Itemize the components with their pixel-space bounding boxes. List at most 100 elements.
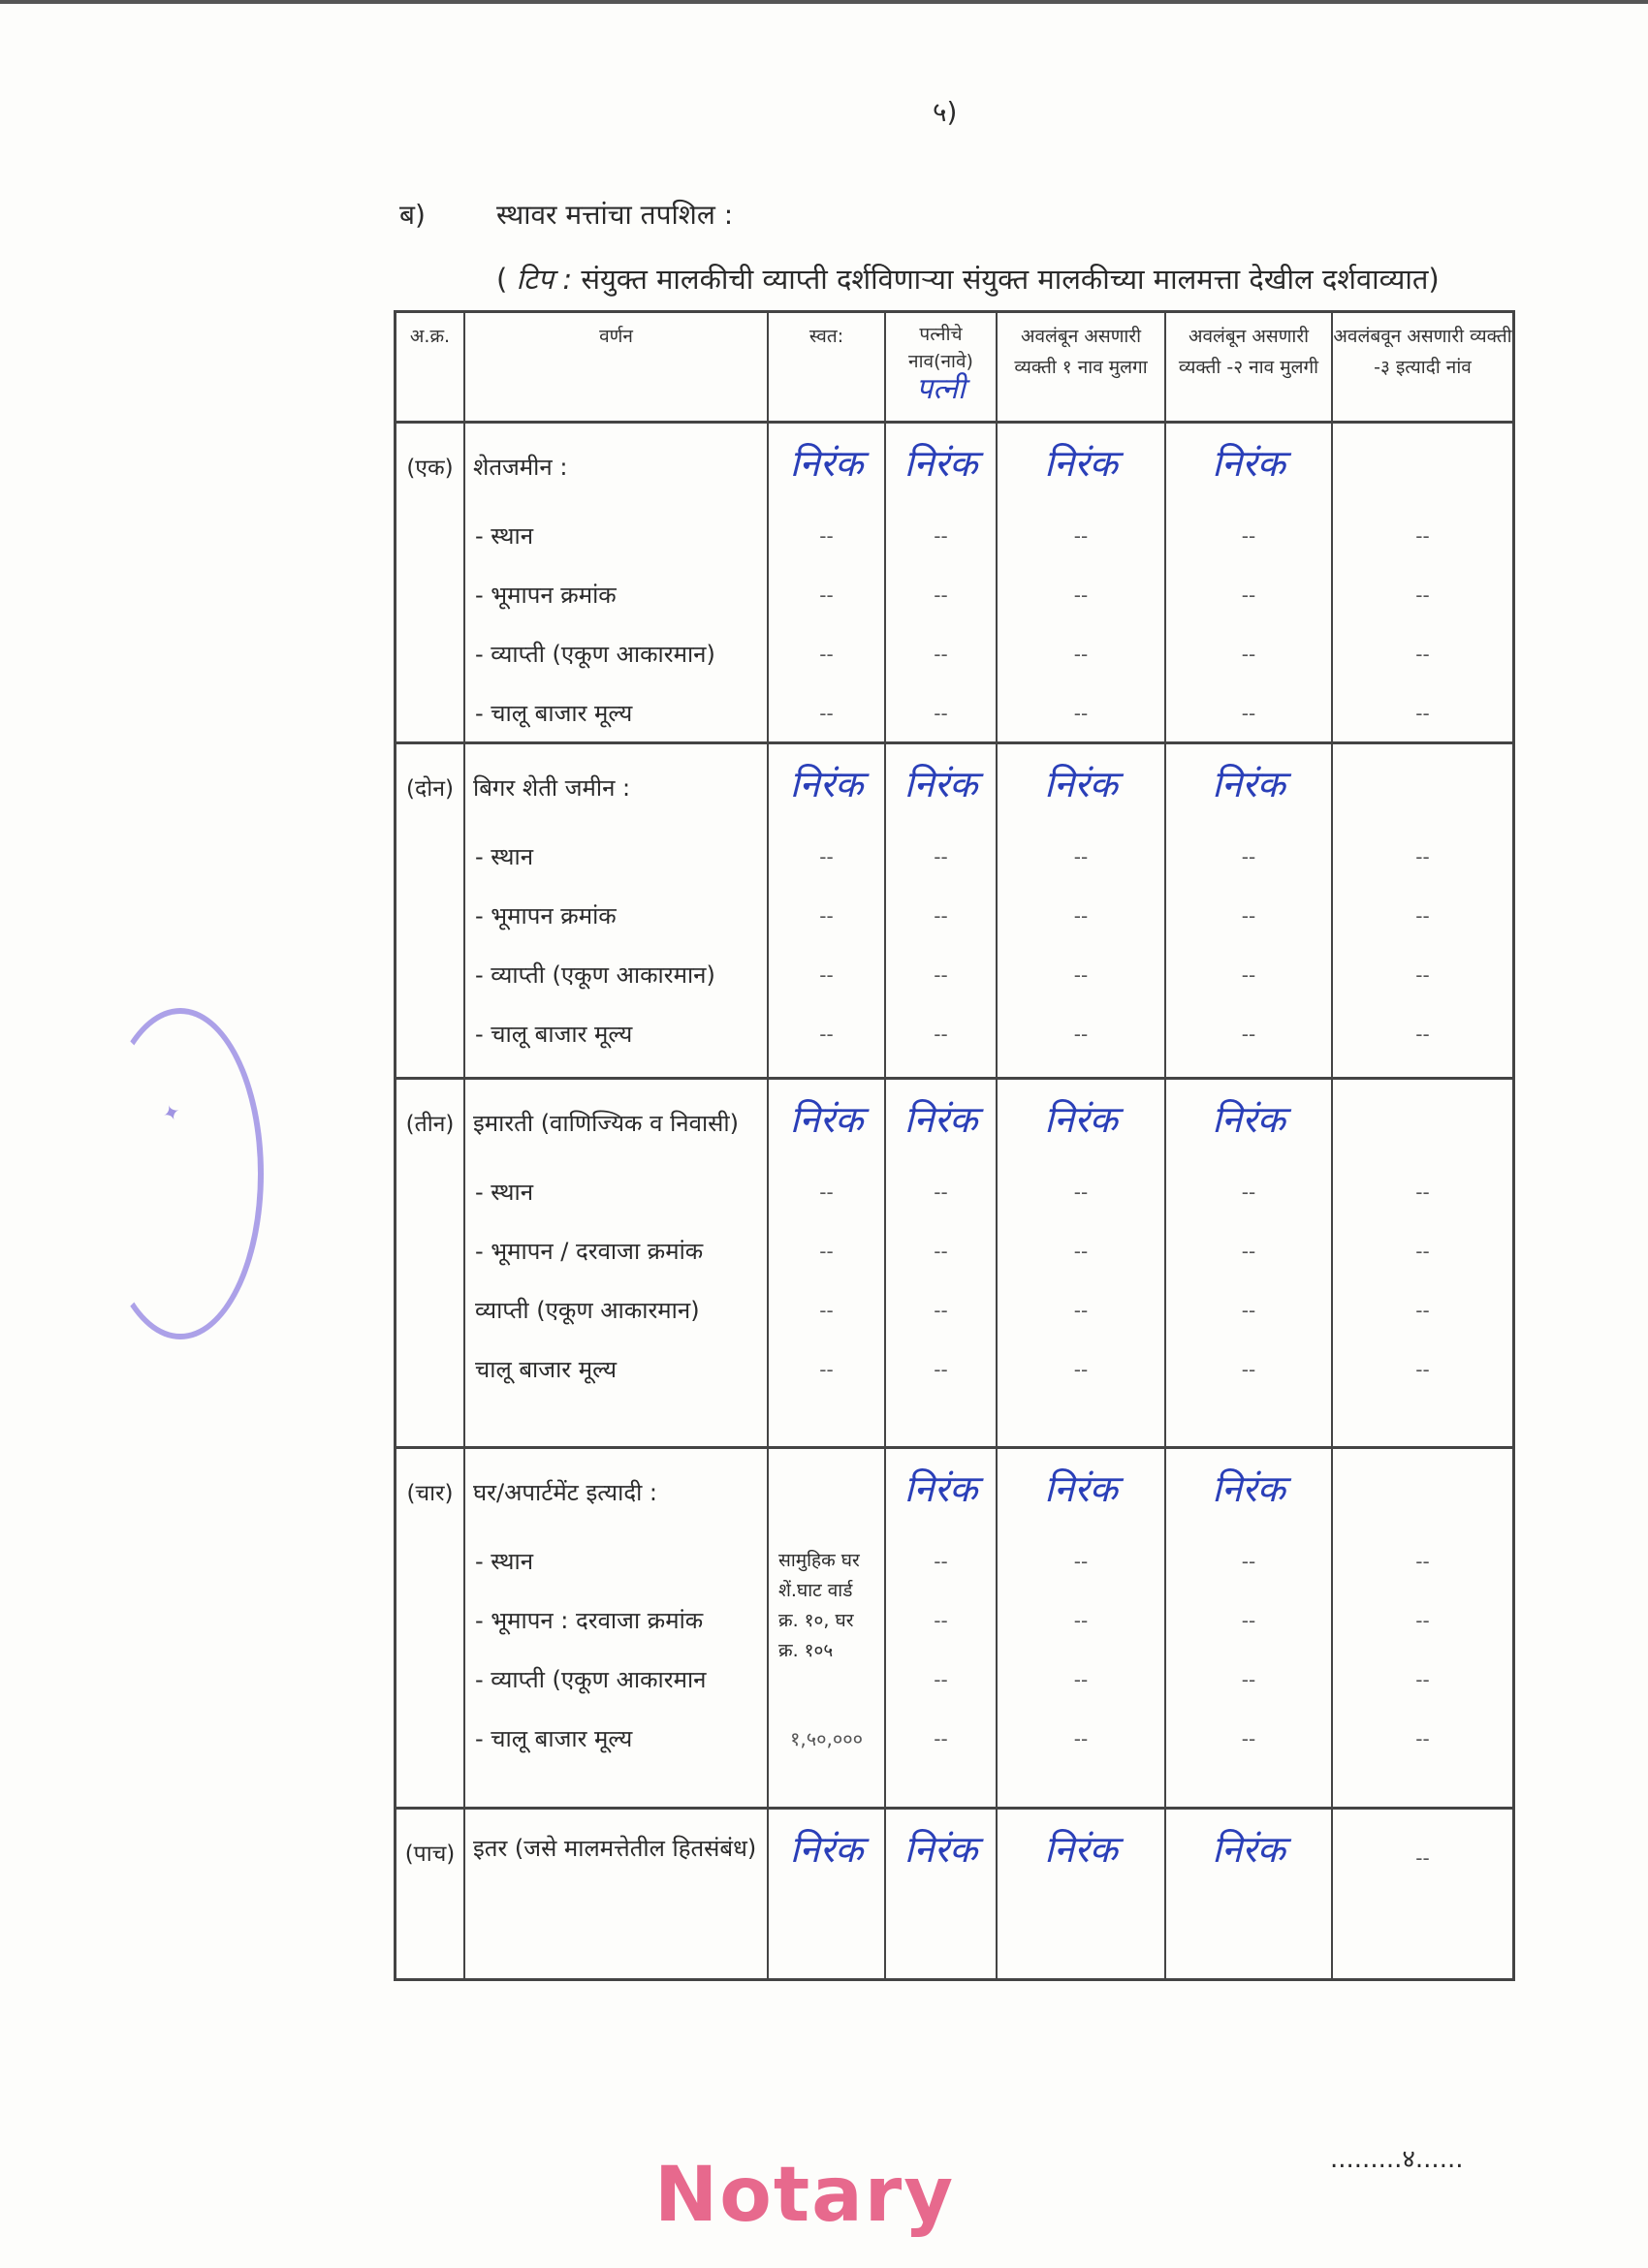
description-cell: बिगर शेती जमीन : - स्थान - भूमापन क्रमांक -… xyxy=(465,744,769,1077)
value-column-cell: निरंक xyxy=(1166,1810,1333,1978)
item-label: - स्थान xyxy=(475,843,534,870)
handwritten-nil-entry: निरंक xyxy=(1044,763,1118,805)
value-cell: -- xyxy=(1241,583,1256,607)
value-column-cell: निरंक xyxy=(886,1810,998,1978)
value-cell: -- xyxy=(1415,1023,1430,1046)
notary-stamp: Notary xyxy=(654,2152,956,2239)
serial-cell: (एक) xyxy=(396,424,465,741)
tip-note: ( टिप : संयुक्त मालकीची व्याप्ती दर्शविण… xyxy=(496,260,1440,298)
value-cell: -- xyxy=(1241,1181,1256,1204)
value-cell: -- xyxy=(1415,1358,1430,1381)
value-column-cell: निरंक xyxy=(769,1810,886,1978)
value-cell: -- xyxy=(1241,643,1256,666)
table-header: अ.क्र. वर्णन स्वत: पत्नीचे नाव(नावे) पत्न… xyxy=(396,313,1512,424)
handwritten-nil-entry: निरंक xyxy=(1212,763,1285,805)
value-cell: -- xyxy=(1241,1358,1256,1381)
value-cell: -- xyxy=(1073,1181,1089,1204)
value-column-cell: निरंक -- -- -- -- xyxy=(1166,744,1333,1077)
value-column-cell: निरंक -- -- -- -- xyxy=(769,424,886,741)
value-cell: -- xyxy=(1241,1609,1256,1632)
page-number: ५) xyxy=(933,96,958,128)
description-cell: घर/अपार्टमेंट इत्यादी : - स्थान - भूमापन :… xyxy=(465,1449,769,1807)
handwritten-nil-entry xyxy=(1333,744,1512,828)
value-cell: -- xyxy=(819,845,834,868)
value-cell: -- xyxy=(819,643,834,666)
value-column-cell: निरंक -- -- -- -- xyxy=(998,1449,1166,1807)
section-heading: घर/अपार्टमेंट इत्यादी : xyxy=(473,1479,657,1506)
item-label: - स्थान xyxy=(475,1179,534,1206)
value-column-cell: -- xyxy=(1333,1810,1512,1978)
value-column-cell: -- -- -- -- xyxy=(1333,1080,1512,1446)
handwritten-nil-entry: निरंक xyxy=(789,442,864,485)
item-label: - व्याप्ती (एकूण आकारमान xyxy=(475,1666,707,1693)
section-heading: शेतजमीन : xyxy=(473,454,568,481)
handwritten-nil-entry: निरंक xyxy=(903,763,978,805)
value-column-cell: -- -- -- -- xyxy=(1333,744,1512,1077)
value-column-cell: निरंक -- -- -- -- xyxy=(998,744,1166,1077)
handwritten-nil-entry xyxy=(1333,1080,1512,1163)
value-column-cell: निरंक -- -- -- -- xyxy=(1166,1080,1333,1446)
value-cell: -- xyxy=(819,1240,834,1263)
value-cell: -- xyxy=(1073,1609,1089,1632)
value-cell: -- xyxy=(1415,845,1430,868)
value-column-cell: निरंक xyxy=(998,1810,1166,1978)
value-cell: -- xyxy=(934,583,948,607)
header-description: वर्णन xyxy=(465,313,769,421)
value-cell: -- xyxy=(1073,845,1089,868)
value-cell: -- xyxy=(934,1358,948,1381)
section-heading: इतर (जसे मालमत्तेतील हितसंबंध) xyxy=(473,1835,757,1862)
value-cell: -- xyxy=(1241,1023,1256,1046)
item-label: - स्थान xyxy=(475,1548,534,1575)
value-cell: -- xyxy=(1073,702,1089,725)
value-column-cell: -- -- -- -- xyxy=(1333,1449,1512,1807)
description-cell: शेतजमीन : - स्थान - भूमापन क्रमांक - व्याप्… xyxy=(465,424,769,741)
value-cell: -- xyxy=(819,1299,834,1322)
value-cell: -- xyxy=(934,904,948,928)
value-column-cell: निरंक -- -- -- -- xyxy=(998,424,1166,741)
value-cell: -- xyxy=(1415,1181,1430,1204)
value-cell: १,५०,००० xyxy=(789,1727,864,1750)
value-cell: -- xyxy=(934,1550,948,1573)
serial-cell: (तीन) xyxy=(396,1080,465,1446)
tip-label: टिप : xyxy=(516,263,573,296)
value-cell: -- xyxy=(1073,1240,1089,1263)
value-cell: -- xyxy=(1241,1550,1256,1573)
header-spouse-label: पत्नीचे नाव(नावे) xyxy=(908,324,973,372)
item-label: - व्याप्ती (एकूण आकारमान) xyxy=(475,641,715,668)
value-cell: -- xyxy=(819,1181,834,1204)
value-cell: -- xyxy=(1073,643,1089,666)
item-label: - भूमापन क्रमांक xyxy=(475,582,617,609)
value-cell: -- xyxy=(1415,524,1430,548)
value-cell: -- xyxy=(1241,845,1256,868)
value-cell: -- xyxy=(1415,1550,1430,1573)
table-row: (पाच) इतर (जसे मालमत्तेतील हितसंबंध) निरंक… xyxy=(396,1810,1512,1978)
value-column-cell: निरंक -- -- -- -- xyxy=(769,1080,886,1446)
item-label: - चालू बाजार मूल्य xyxy=(475,700,633,727)
seal-text: ✦ xyxy=(155,1100,185,1126)
section-title: स्थावर मत्तांचा तपशिल : xyxy=(496,199,734,231)
section-heading: इमारती (वाणिज्यिक व निवासी) xyxy=(473,1110,739,1137)
handwritten-nil-entry: -- xyxy=(1415,1846,1430,1870)
value-cell: -- xyxy=(1415,702,1430,725)
item-label: - भूमापन / दरवाजा क्रमांक xyxy=(475,1238,704,1265)
value-cell: -- xyxy=(1073,524,1089,548)
value-column-cell: १,५०,००० सामुहिक घर शें.घाट वार्ड क्र. १०… xyxy=(769,1449,886,1807)
scan-edge xyxy=(0,0,1648,4)
value-cell: -- xyxy=(1415,1668,1430,1691)
value-cell: -- xyxy=(1073,1023,1089,1046)
value-cell: -- xyxy=(1073,963,1089,987)
handwritten-nil-entry: निरंक xyxy=(789,1098,864,1141)
section-heading: बिगर शेती जमीन : xyxy=(473,774,631,802)
value-column-cell: निरंक -- -- -- -- xyxy=(886,1080,998,1446)
value-column-cell: निरंक -- -- -- -- xyxy=(998,1080,1166,1446)
value-cell: -- xyxy=(1415,963,1430,987)
serial-cell: (दोन) xyxy=(396,744,465,1077)
item-label: - भूमापन क्रमांक xyxy=(475,902,617,929)
handwritten-nil-entry: निरंक xyxy=(789,763,864,805)
table-row: (दोन) बिगर शेती जमीन : - स्थान - भूमापन क्र… xyxy=(396,744,1512,1080)
handwritten-nil-entry: निरंक xyxy=(903,1098,978,1141)
handwritten-nil-entry: निरंक xyxy=(903,1828,978,1871)
value-cell: -- xyxy=(1415,643,1430,666)
item-label: - भूमापन : दरवाजा क्रमांक xyxy=(475,1607,704,1634)
value-cell: -- xyxy=(1073,1727,1089,1750)
